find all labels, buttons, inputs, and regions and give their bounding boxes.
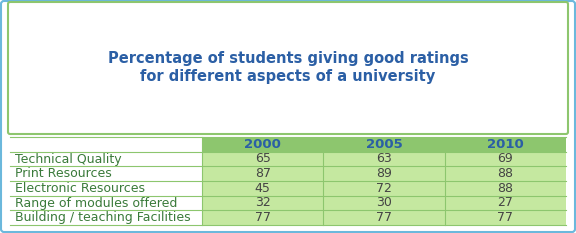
Text: 88: 88 <box>497 182 513 195</box>
Text: 63: 63 <box>376 153 392 165</box>
Bar <box>202 166 566 181</box>
Text: Range of modules offered: Range of modules offered <box>15 196 177 209</box>
Bar <box>202 196 566 210</box>
Text: 72: 72 <box>376 182 392 195</box>
Text: 45: 45 <box>255 182 271 195</box>
Text: for different aspects of a university: for different aspects of a university <box>141 69 435 85</box>
Text: 77: 77 <box>497 211 513 224</box>
Text: 2010: 2010 <box>487 138 524 151</box>
Bar <box>10 152 202 166</box>
Bar <box>10 196 202 210</box>
Text: 32: 32 <box>255 196 271 209</box>
Text: 89: 89 <box>376 167 392 180</box>
Text: 65: 65 <box>255 153 271 165</box>
Text: Print Resources: Print Resources <box>15 167 112 180</box>
Text: Percentage of students giving good ratings: Percentage of students giving good ratin… <box>108 51 468 66</box>
Bar <box>10 210 202 225</box>
Text: Technical Quality: Technical Quality <box>15 153 122 165</box>
Text: 69: 69 <box>498 153 513 165</box>
Text: 87: 87 <box>255 167 271 180</box>
Text: 30: 30 <box>376 196 392 209</box>
Bar <box>10 181 202 196</box>
Text: Electronic Resources: Electronic Resources <box>15 182 145 195</box>
Text: 77: 77 <box>255 211 271 224</box>
Text: 88: 88 <box>497 167 513 180</box>
Text: 2000: 2000 <box>244 138 281 151</box>
Bar <box>10 166 202 181</box>
Text: 27: 27 <box>498 196 513 209</box>
Bar <box>202 210 566 225</box>
Bar <box>202 152 566 166</box>
Text: 77: 77 <box>376 211 392 224</box>
Bar <box>202 137 566 152</box>
Text: 2005: 2005 <box>366 138 403 151</box>
Text: Building / teaching Facilities: Building / teaching Facilities <box>15 211 191 224</box>
Bar <box>10 137 202 152</box>
FancyBboxPatch shape <box>8 2 568 134</box>
Bar <box>202 181 566 196</box>
